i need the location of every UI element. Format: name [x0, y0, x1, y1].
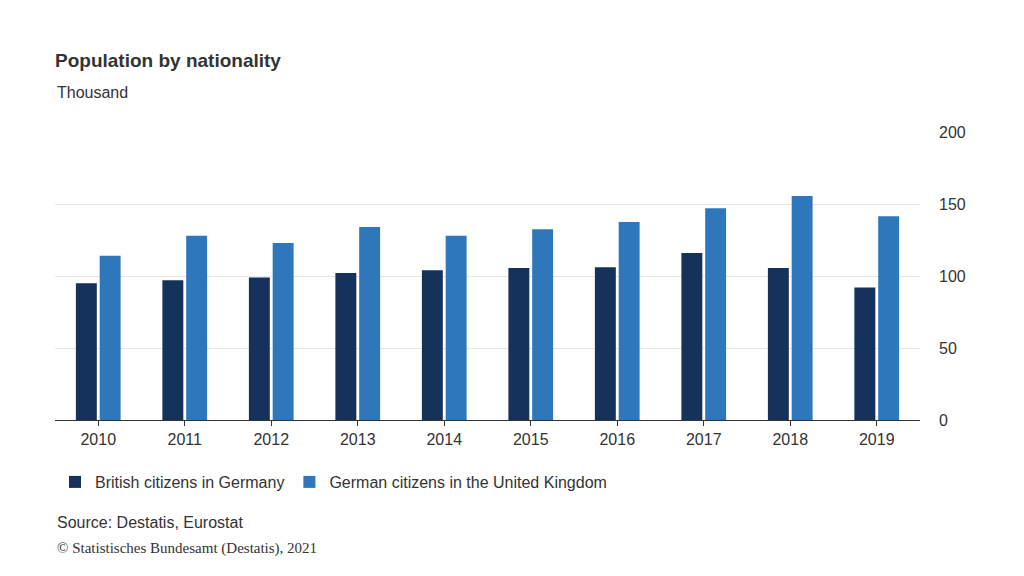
- svg-text:British citizens in Germany: British citizens in Germany: [95, 474, 284, 491]
- svg-text:2017: 2017: [686, 431, 722, 448]
- svg-text:Population by nationality: Population by nationality: [55, 50, 281, 71]
- svg-text:150: 150: [939, 196, 966, 213]
- svg-text:Source: Destatis, Eurostat: Source: Destatis, Eurostat: [57, 514, 243, 531]
- svg-text:2019: 2019: [859, 431, 895, 448]
- svg-text:200: 200: [939, 124, 966, 141]
- svg-text:2012: 2012: [253, 431, 289, 448]
- svg-text:2014: 2014: [426, 431, 462, 448]
- svg-text:© Statistisches Bundesamt (Des: © Statistisches Bundesamt (Destatis), 20…: [57, 540, 317, 557]
- svg-text:2011: 2011: [168, 431, 203, 448]
- svg-text:2013: 2013: [340, 431, 376, 448]
- svg-text:Thousand: Thousand: [57, 84, 128, 101]
- svg-text:2015: 2015: [513, 431, 549, 448]
- svg-text:0: 0: [939, 412, 948, 429]
- svg-text:2010: 2010: [80, 431, 116, 448]
- svg-text:2016: 2016: [599, 431, 635, 448]
- svg-text:German citizens in the United: German citizens in the United Kingdom: [329, 474, 606, 491]
- svg-text:100: 100: [939, 268, 966, 285]
- svg-text:50: 50: [939, 340, 957, 357]
- svg-text:2018: 2018: [772, 431, 808, 448]
